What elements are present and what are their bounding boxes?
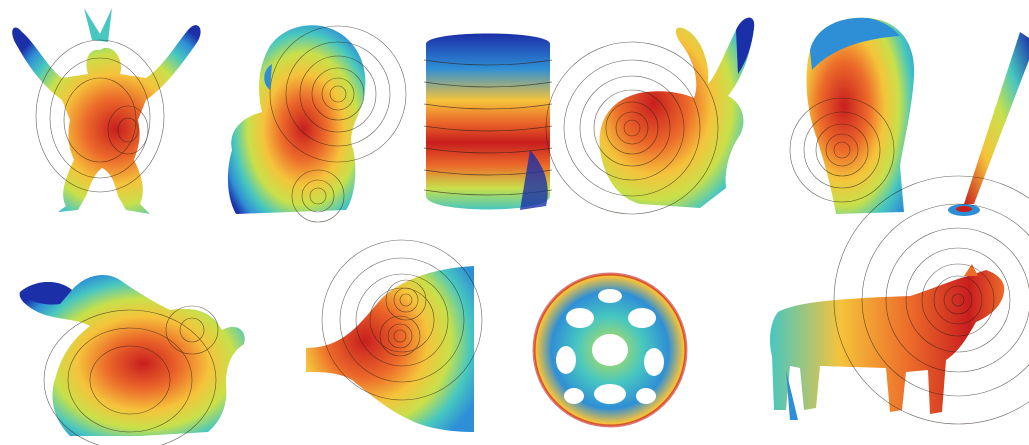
planar-patch-model bbox=[306, 239, 483, 432]
head-model bbox=[789, 17, 915, 214]
cow-model bbox=[770, 175, 1029, 425]
bunny-model bbox=[545, 17, 755, 215]
rod-model bbox=[948, 32, 1029, 216]
barrel-model bbox=[423, 33, 553, 210]
lattice-sphere-model bbox=[532, 272, 688, 428]
bust-model bbox=[227, 25, 407, 223]
armadillo-model bbox=[12, 8, 201, 215]
dragon-model bbox=[19, 275, 245, 445]
